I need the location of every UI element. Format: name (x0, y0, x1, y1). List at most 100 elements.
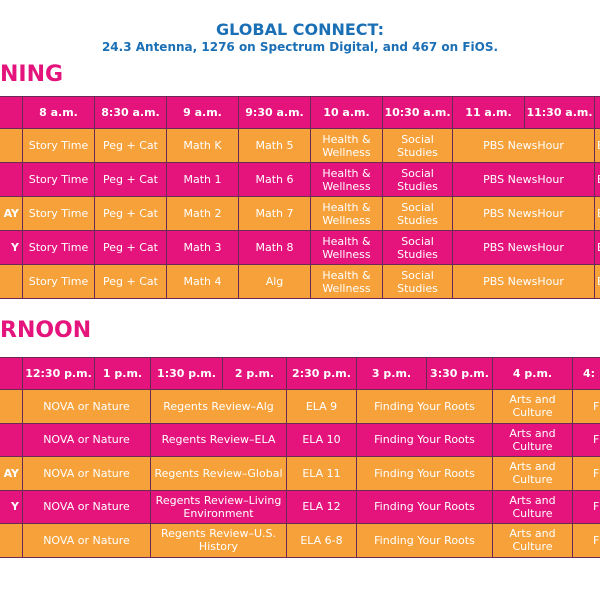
time-header: 3 p.m. (356, 357, 427, 390)
schedule-cell: E (594, 230, 600, 265)
section-heading: NING (0, 62, 64, 87)
time-header: 1:30 p.m. (150, 357, 223, 390)
schedule-cell: Math 7 (238, 196, 311, 231)
schedule-cell: Math 2 (166, 196, 239, 231)
schedule-cell: Regents Review–U.S. History (150, 523, 287, 558)
day-cell: Y (0, 230, 23, 265)
schedule-cell: NOVA or Nature (22, 523, 151, 558)
day-cell (0, 422, 23, 457)
time-header: 10:30 a.m. (382, 96, 453, 129)
time-header: 8:30 a.m. (94, 96, 167, 129)
schedule-cell: Peg + Cat (94, 196, 167, 231)
schedule-cell: NOVA or Nature (22, 422, 151, 457)
schedule-cell: F (572, 523, 600, 558)
schedule-cell: E (594, 196, 600, 231)
day-cell (0, 523, 23, 558)
header-cell (0, 96, 23, 129)
schedule-cell: Peg + Cat (94, 128, 167, 163)
day-cell (0, 264, 23, 299)
schedule-cell: Health & Wellness (310, 128, 383, 163)
day-cell: AY (0, 456, 23, 491)
schedule-cell: Arts and Culture (492, 422, 573, 457)
schedule-cell: Story Time (22, 264, 95, 299)
schedule-cell: Regents Review–Living Environment (150, 489, 287, 524)
schedule-cell: ELA 10 (286, 422, 357, 457)
schedule-cell: Social Studies (382, 162, 453, 197)
schedule-cell: PBS NewsHour (452, 196, 595, 231)
schedule-cell: Math 1 (166, 162, 239, 197)
day-cell (0, 128, 23, 163)
schedule-cell: Health & Wellness (310, 264, 383, 299)
schedule-cell: ELA 11 (286, 456, 357, 491)
schedule-cell: Peg + Cat (94, 162, 167, 197)
time-header: 4: (572, 357, 600, 390)
day-cell (0, 162, 23, 197)
schedule-cell: NOVA or Nature (22, 389, 151, 424)
schedule-cell: Finding Your Roots (356, 489, 493, 524)
schedule-cell: Finding Your Roots (356, 422, 493, 457)
schedule-cell: Story Time (22, 230, 95, 265)
schedule-cell: Social Studies (382, 128, 453, 163)
time-header: 9 a.m. (166, 96, 239, 129)
day-cell: AY (0, 196, 23, 231)
time-header: 11:30 a.m. (524, 96, 595, 129)
schedule-cell: E (594, 128, 600, 163)
schedule-cell: Story Time (22, 162, 95, 197)
time-header: 2:30 p.m. (286, 357, 357, 390)
schedule-cell: Math K (166, 128, 239, 163)
time-header: 11 a.m. (452, 96, 525, 129)
title: GLOBAL CONNECT: (216, 20, 384, 39)
schedule-cell: F (572, 389, 600, 424)
schedule-cell: Alg (238, 264, 311, 299)
schedule-cell: ELA 6-8 (286, 523, 357, 558)
time-header: 3:30 p.m. (426, 357, 493, 390)
schedule-cell: Finding Your Roots (356, 389, 493, 424)
schedule-cell: ELA 12 (286, 489, 357, 524)
schedule-cell: ELA 9 (286, 389, 357, 424)
section-heading: RNOON (0, 318, 92, 343)
schedule-cell: Story Time (22, 128, 95, 163)
schedule-cell: Social Studies (382, 230, 453, 265)
time-header: 1 p.m. (94, 357, 151, 390)
schedule-cell: Regents Review–ELA (150, 422, 287, 457)
schedule-cell: Finding Your Roots (356, 456, 493, 491)
schedule-cell: NOVA or Nature (22, 456, 151, 491)
time-header: 9:30 a.m. (238, 96, 311, 129)
schedule-cell: PBS NewsHour (452, 162, 595, 197)
schedule-cell: Health & Wellness (310, 162, 383, 197)
schedule-cell: Arts and Culture (492, 523, 573, 558)
schedule-cell: PBS NewsHour (452, 264, 595, 299)
header-cell (0, 357, 23, 390)
schedule-cell: F (572, 422, 600, 457)
schedule-cell: Math 5 (238, 128, 311, 163)
schedule-cell: Math 3 (166, 230, 239, 265)
schedule-cell: Health & Wellness (310, 230, 383, 265)
schedule-cell: Social Studies (382, 264, 453, 299)
day-cell: Y (0, 489, 23, 524)
schedule-cell: Peg + Cat (94, 230, 167, 265)
schedule-cell: Health & Wellness (310, 196, 383, 231)
schedule-cell: Math 8 (238, 230, 311, 265)
subtitle: 24.3 Antenna, 1276 on Spectrum Digital, … (101, 40, 499, 54)
schedule-cell: Arts and Culture (492, 489, 573, 524)
schedule-cell: Arts and Culture (492, 456, 573, 491)
schedule-cell: NOVA or Nature (22, 489, 151, 524)
schedule-cell: Social Studies (382, 196, 453, 231)
schedule-cell: Math 6 (238, 162, 311, 197)
time-header: 10 a.m. (310, 96, 383, 129)
schedule-cell: F (572, 489, 600, 524)
schedule-cell: Story Time (22, 196, 95, 231)
schedule-cell: Regents Review–Alg (150, 389, 287, 424)
schedule-cell: Arts and Culture (492, 389, 573, 424)
schedule-cell: Peg + Cat (94, 264, 167, 299)
schedule-cell: E (594, 162, 600, 197)
day-cell (0, 389, 23, 424)
time-header: 2 p.m. (222, 357, 287, 390)
schedule-cell: Finding Your Roots (356, 523, 493, 558)
schedule-cell: PBS NewsHour (452, 128, 595, 163)
schedule-cell: E (594, 264, 600, 299)
time-header: 8 a.m. (22, 96, 95, 129)
header-cell (594, 96, 600, 129)
time-header: 12:30 p.m. (22, 357, 95, 390)
